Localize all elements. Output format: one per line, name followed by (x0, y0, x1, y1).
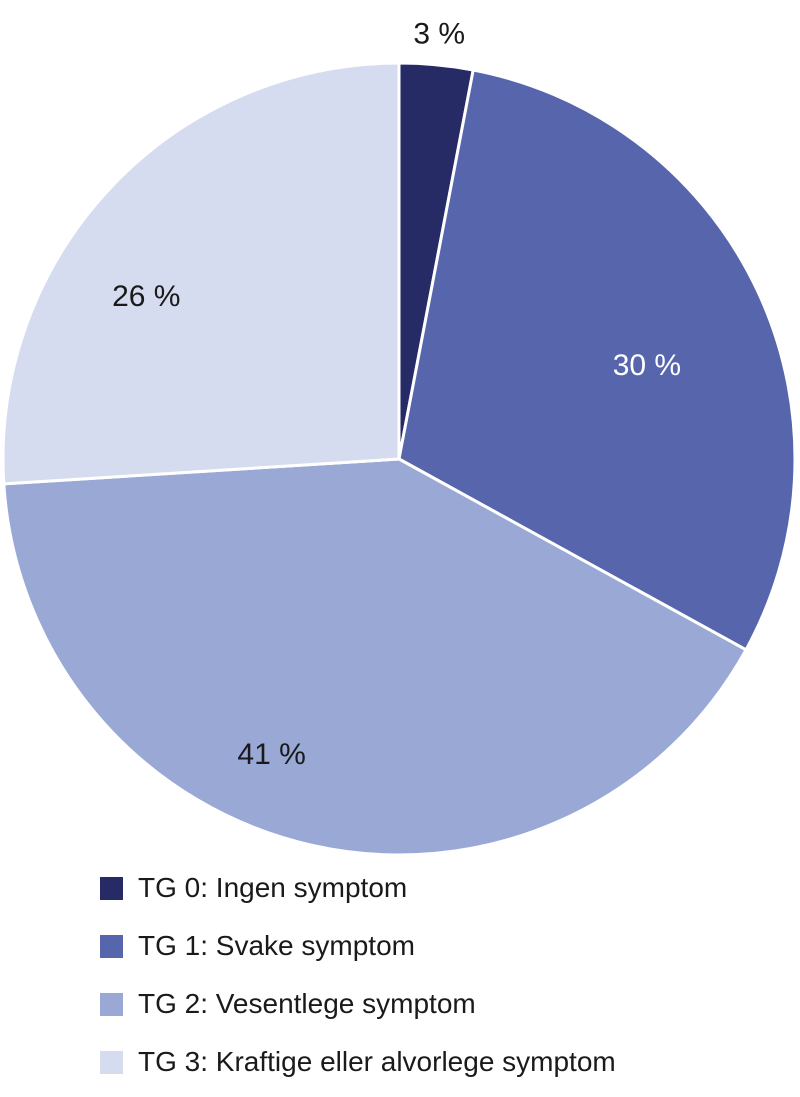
legend-label: TG 1: Svake symptom (138, 930, 415, 961)
legend-item: TG 2: Vesentlege symptom (100, 988, 616, 1020)
pie-slice-label-3: 26 % (112, 280, 180, 313)
legend-label: TG 3: Kraftige eller alvorlege symptom (138, 1046, 616, 1077)
legend-swatch (100, 934, 123, 958)
pie-slice-3 (1, 61, 401, 486)
legend-swatch (100, 1050, 123, 1074)
legend: TG 0: Ingen symptom TG 1: Svake symptom … (100, 872, 616, 1078)
legend-item: TG 3: Kraftige eller alvorlege symptom (100, 1046, 616, 1078)
pie-chart: 3 % 30 % 41 % 26 % (1, 18, 797, 857)
pie-slice-label-0: 3 % (413, 18, 465, 51)
legend-item: TG 0: Ingen symptom (100, 872, 616, 904)
pie-slice-2 (2, 457, 748, 857)
legend-swatch (100, 876, 123, 900)
legend-label: TG 0: Ingen symptom (138, 872, 408, 903)
pie-slice-label-2: 41 % (237, 738, 305, 771)
legend-swatch (100, 992, 123, 1016)
legend-label: TG 2: Vesentlege symptom (138, 988, 476, 1019)
pie-slice-label-1: 30 % (613, 349, 681, 382)
legend-item: TG 1: Svake symptom (100, 930, 616, 962)
pie-slice-1 (397, 68, 797, 652)
